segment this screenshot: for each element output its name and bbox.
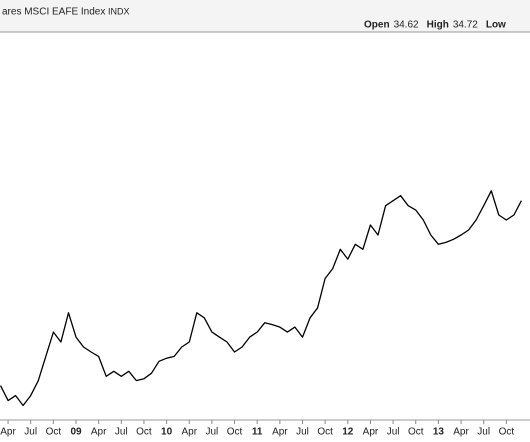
x-tick-label: Oct [136, 427, 152, 438]
x-tick-label: 10 [161, 427, 173, 438]
x-tick-label: Oct [317, 427, 333, 438]
x-tick-label: Apr [91, 427, 107, 438]
x-tick-label: Apr [181, 427, 197, 438]
x-tick-label: 11 [252, 427, 263, 438]
x-tick-label: Jul [115, 427, 128, 438]
x-tick-label: Apr [272, 427, 288, 438]
x-tick-label: 12 [342, 427, 354, 438]
symbol: INDX [108, 6, 130, 16]
quote-label: Low [486, 20, 506, 31]
x-tick-label: Oct [227, 427, 243, 438]
x-tick-label: 13 [433, 427, 445, 438]
quote: Open 34.62 High 34.72 Low [364, 20, 506, 31]
x-tick-label: 09 [70, 427, 82, 438]
x-tick-label: Apr [453, 427, 469, 438]
x-tick-label: Apr [0, 427, 16, 438]
x-tick-label: Oct [499, 427, 515, 438]
x-tick-label: Apr [363, 427, 379, 438]
x-tick-label: Jul [24, 427, 37, 438]
x-tick-label: Jul [387, 427, 400, 438]
chart-title: ares MSCI EAFE Index [2, 7, 105, 18]
x-tick-label: Jul [296, 427, 309, 438]
x-tick-label: Jul [206, 427, 219, 438]
price-line [0, 190, 522, 407]
quote-label: High [427, 20, 449, 31]
quote-value: 34.62 [394, 20, 419, 31]
quote-value: 34.72 [453, 20, 478, 31]
x-tick-label: Oct [408, 427, 424, 438]
quote-label: Open [364, 20, 390, 31]
x-tick-label: Jul [477, 427, 490, 438]
header-band [0, 0, 530, 32]
x-tick-label: Oct [46, 427, 62, 438]
